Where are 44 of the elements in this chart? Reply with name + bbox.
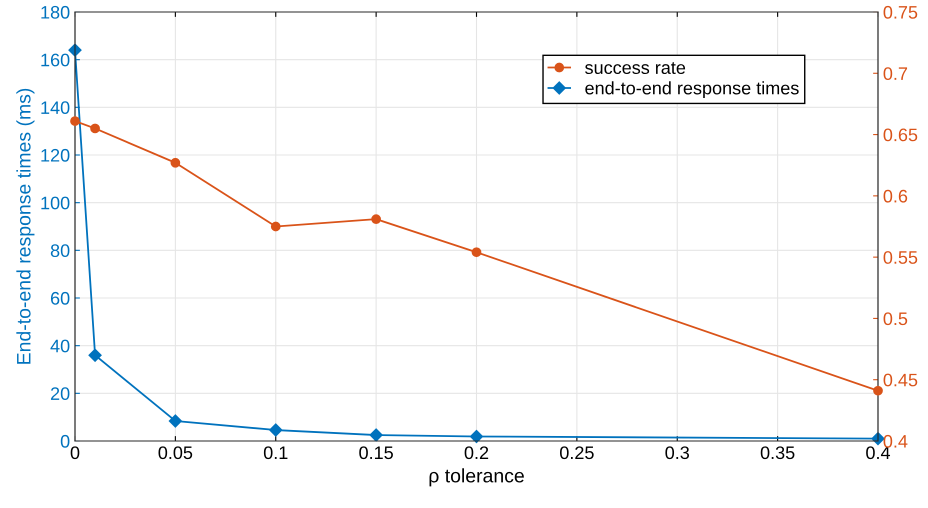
x-tick-label: 0.3 (665, 446, 690, 460)
y-tick-label: 40 (50, 340, 70, 352)
y2-tick-label: 0.5 (884, 312, 908, 326)
point (370, 428, 383, 442)
point (90, 124, 100, 134)
y2-tick-label: 0.6 (884, 190, 908, 203)
point (88, 348, 102, 362)
x-axis-title: ρ tolerance (430, 468, 524, 486)
y-axis-title: End-to-end response times (ms) (16, 88, 34, 364)
y2-tick-label: 0.75 (884, 6, 918, 19)
point (269, 423, 282, 437)
point (70, 116, 80, 126)
x-tick-label: 0.15 (359, 446, 393, 460)
y-tick-label: 80 (50, 244, 70, 258)
y-tick-label: 180 (41, 6, 70, 19)
legend-label: success rate (585, 62, 686, 74)
x-tick-label: 0.2 (464, 446, 488, 460)
y-tick-label: 140 (41, 101, 70, 114)
point (170, 158, 180, 168)
point (470, 430, 484, 444)
y2-tick-label: 0.55 (884, 251, 918, 264)
y-tick-label: 60 (50, 292, 70, 305)
x-tick-label: 0.05 (158, 446, 192, 460)
y2-tick-label: 0.45 (884, 374, 918, 386)
point (371, 214, 381, 224)
legend-label: end-to-end response times (585, 81, 799, 98)
point (68, 44, 82, 57)
y2-tick-label: 0.4 (884, 434, 908, 448)
y-tick-label: 100 (41, 196, 70, 210)
x-tick-label: 0.25 (560, 446, 594, 460)
point (168, 414, 182, 428)
x-tick-label: 0.4 (866, 446, 890, 460)
x-tick-label: 0.1 (264, 446, 288, 460)
y-tick-label: 120 (41, 148, 70, 162)
point (873, 386, 883, 396)
y2-tick-label: 0.7 (884, 67, 908, 80)
y-tick-label: 0 (60, 434, 70, 448)
y2-tick-label: 0.65 (884, 128, 918, 142)
x-tick-label: 0.35 (760, 446, 794, 460)
y-tick-label: 20 (50, 387, 70, 400)
y-tick-label: 160 (41, 54, 70, 66)
x-tick-label: 0 (70, 446, 80, 460)
point (270, 222, 281, 232)
point (472, 247, 482, 258)
